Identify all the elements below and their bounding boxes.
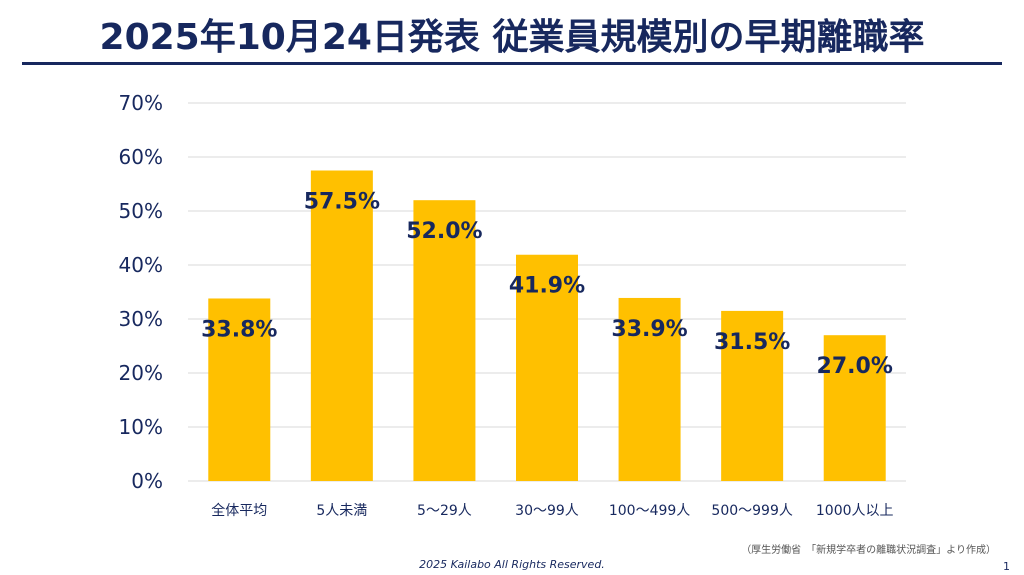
y-tick-label: 50% [119, 199, 163, 223]
x-tick-label: 100～499人 [609, 503, 690, 519]
copyright-footer: 2025 Kailabo All Rights Reserved. [419, 558, 605, 571]
data-label: 57.5% [304, 190, 380, 215]
y-tick-label: 10% [119, 415, 163, 439]
grid-lines [188, 102, 906, 482]
bar [721, 310, 784, 481]
y-tick-label: 30% [119, 307, 163, 331]
bars [208, 170, 886, 481]
data-label: 31.5% [714, 330, 790, 355]
y-axis-ticks: 0% 10% 20% 30% 40% 50% 60% 70% [119, 91, 163, 493]
x-tick-label: 全体平均 [211, 502, 267, 519]
y-tick-label: 0% [131, 469, 163, 493]
data-label: 33.9% [611, 317, 687, 342]
x-tick-label: 1000人以上 [816, 503, 894, 519]
data-labels: 33.8% 57.5% 52.0% 41.9% 33.9% 31.5% 27.0% [201, 190, 893, 380]
x-tick-label: 5～29人 [417, 503, 472, 519]
y-tick-label: 60% [119, 145, 163, 169]
page-title: 2025年10月24日発表 従業員規模別の早期離職率 [99, 17, 925, 58]
bar [618, 297, 681, 481]
data-label: 27.0% [817, 354, 893, 379]
bar [310, 170, 373, 481]
x-tick-label: 5人未満 [316, 503, 367, 519]
title-underline [22, 62, 1002, 65]
data-label: 52.0% [406, 219, 482, 244]
source-note: （厚生労働省 「新規学卒者の離職状況調査」より作成） [741, 545, 996, 556]
y-tick-label: 40% [119, 253, 163, 277]
bar [413, 200, 476, 481]
y-tick-label: 70% [119, 91, 163, 115]
page-number: 1 [1003, 560, 1010, 573]
data-label: 33.8% [201, 317, 277, 342]
bar [208, 298, 271, 481]
x-tick-label: 30～99人 [515, 503, 579, 519]
bar [823, 335, 886, 481]
x-axis-labels: 全体平均 5人未満 5～29人 30～99人 100～499人 500～999人 1000人… [211, 502, 893, 519]
x-tick-label: 500～999人 [711, 503, 792, 519]
y-tick-label: 20% [119, 361, 163, 385]
data-label: 41.9% [509, 274, 585, 299]
bar [516, 254, 578, 481]
